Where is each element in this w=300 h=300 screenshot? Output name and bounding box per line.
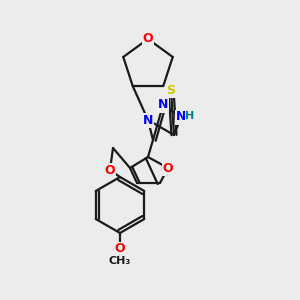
Text: N: N bbox=[176, 110, 186, 124]
Text: O: O bbox=[115, 242, 125, 256]
Text: N: N bbox=[143, 113, 153, 127]
Text: O: O bbox=[163, 161, 173, 175]
Text: H: H bbox=[185, 111, 195, 121]
Text: CH₃: CH₃ bbox=[109, 256, 131, 266]
Text: S: S bbox=[167, 83, 176, 97]
Text: N: N bbox=[158, 98, 168, 112]
Text: O: O bbox=[143, 32, 153, 46]
Text: O: O bbox=[105, 164, 115, 176]
